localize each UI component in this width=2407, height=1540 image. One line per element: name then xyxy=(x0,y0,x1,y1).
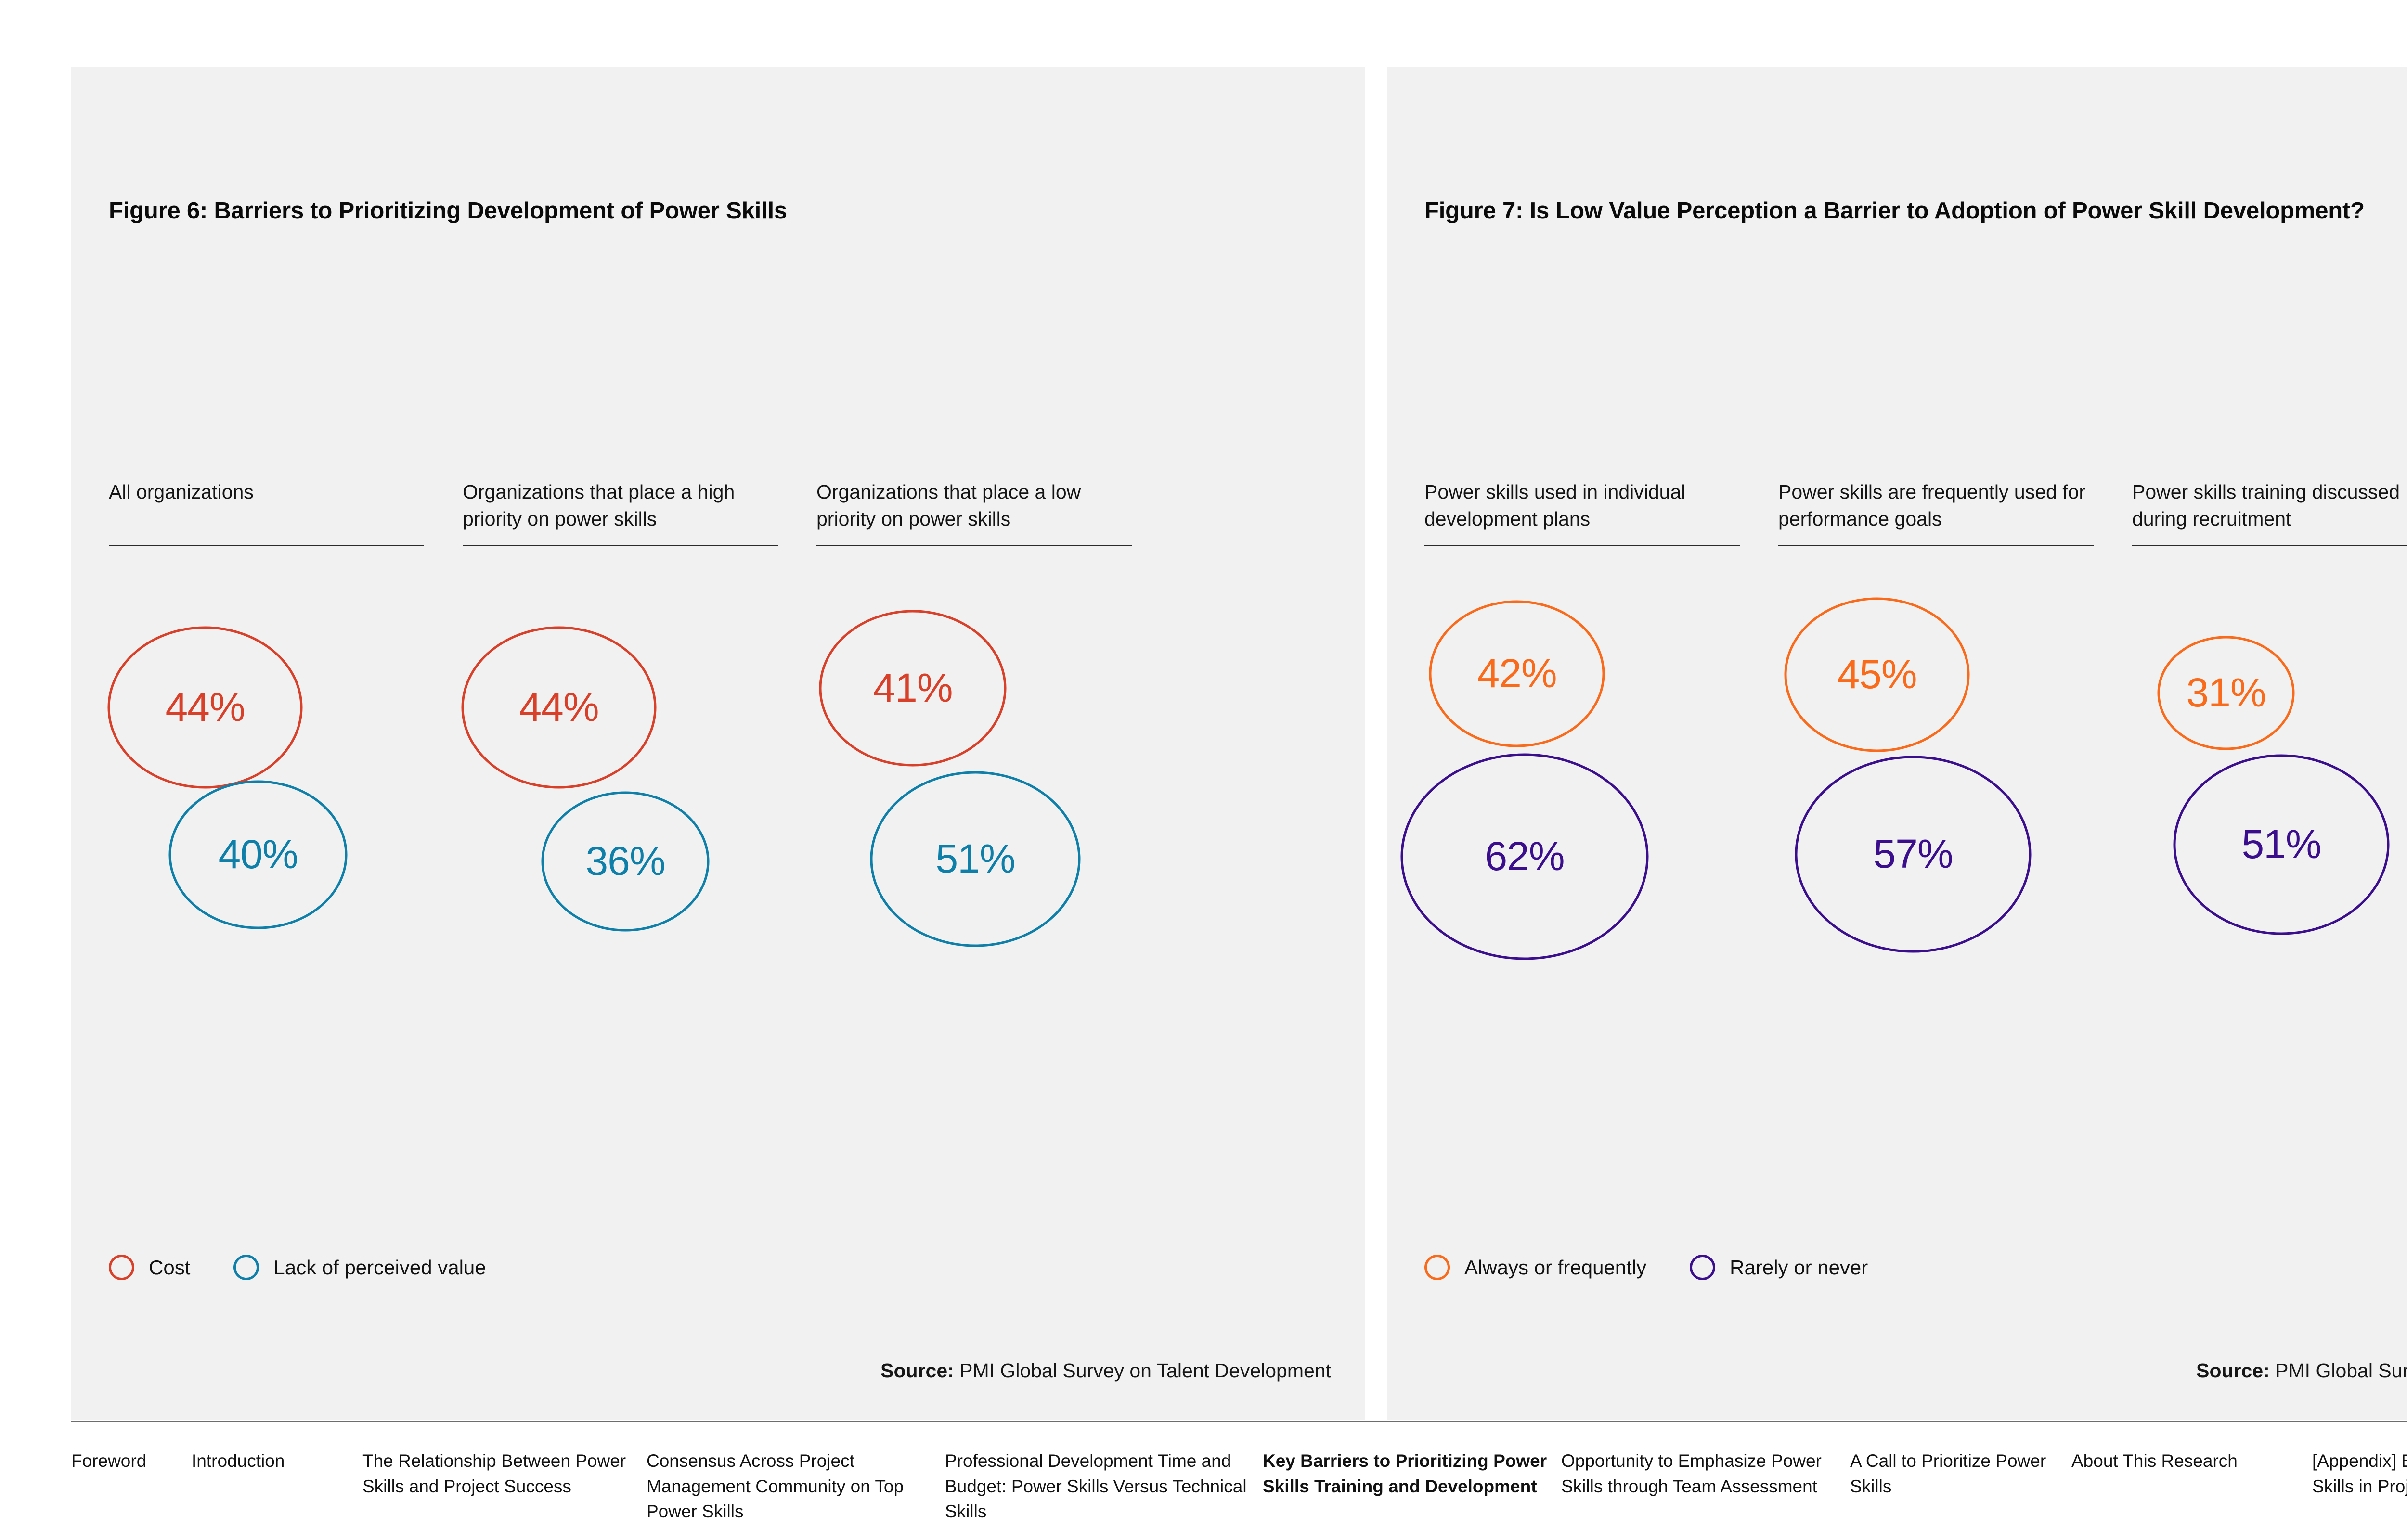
figure-6-column-1: Organizations that place a high priority… xyxy=(463,479,816,546)
figure-7-source: Source: PMI Global Survey on Talent Deve… xyxy=(2196,1360,2407,1382)
legend-label: Lack of perceived value xyxy=(273,1256,486,1279)
legend-item-0[interactable]: Always or frequently xyxy=(1424,1255,1646,1280)
figure-panels: Figure 6: Barriers to Prioritizing Devel… xyxy=(71,67,2407,1420)
figure-7-column-headers: Power skills used in individual developm… xyxy=(1424,479,2407,546)
footer-item-7[interactable]: A Call to Prioritize Power Skills xyxy=(1850,1451,2046,1496)
circle-outline-icon xyxy=(233,1255,259,1280)
legend-label: Rarely or never xyxy=(1730,1256,1868,1279)
footer-item-8[interactable]: About This Research xyxy=(2071,1451,2238,1471)
footer-nav: Foreword Introduction The Relationship Bet… xyxy=(71,1449,2407,1525)
column-label: Power skills are frequently used for per… xyxy=(1778,481,2086,530)
footer-item-1[interactable]: Introduction xyxy=(192,1451,285,1471)
figure-6-legend: Cost Lack of perceived value xyxy=(109,1255,486,1280)
figure-6-source: Source: PMI Global Survey on Talent Deve… xyxy=(880,1360,1331,1382)
svg-text:44%: 44% xyxy=(519,684,598,730)
legend-label: Always or frequently xyxy=(1464,1256,1647,1279)
venn-group-2: 31% 51% xyxy=(2142,578,2407,1011)
source-text: PMI Global Survey on Talent Development xyxy=(2275,1360,2407,1382)
svg-text:44%: 44% xyxy=(165,684,245,730)
source-text: PMI Global Survey on Talent Development xyxy=(954,1360,1331,1382)
venn-group-1: 45% 57% xyxy=(1761,575,2118,1008)
legend-label: Cost xyxy=(149,1256,191,1279)
figure-7-legend: Always or frequently Rarely or never xyxy=(1424,1255,1868,1280)
figure-7-panel: Figure 7: Is Low Value Perception a Barr… xyxy=(1387,67,2407,1420)
column-rule xyxy=(816,545,1132,546)
svg-text:51%: 51% xyxy=(935,836,1015,881)
footer-item-5[interactable]: Key Barriers to Prioritizing Power Skill… xyxy=(1263,1451,1547,1496)
venn-group-0: 44% 40% xyxy=(107,587,465,1020)
svg-text:40%: 40% xyxy=(218,832,298,877)
svg-text:31%: 31% xyxy=(2186,670,2265,715)
footer-divider xyxy=(71,1421,2407,1422)
legend-item-1[interactable]: Rarely or never xyxy=(1690,1255,1868,1280)
footer-item-0[interactable]: Foreword xyxy=(71,1451,147,1471)
footer-item-4[interactable]: Professional Development Time and Budget… xyxy=(945,1451,1247,1522)
circle-outline-icon xyxy=(1690,1255,1716,1280)
figure-7-column-0: Power skills used in individual developm… xyxy=(1424,479,1778,546)
venn-group-1: 44% 36% xyxy=(461,587,819,1020)
column-rule xyxy=(2132,545,2407,546)
footer-item-9[interactable]: [Appendix] Building Power Skills in Proj… xyxy=(2312,1451,2407,1496)
footer-item-3[interactable]: Consensus Across Project Management Comm… xyxy=(647,1451,904,1522)
source-label: Source: xyxy=(2196,1360,2270,1382)
figure-6-column-2: Organizations that place a low priority … xyxy=(816,479,1170,546)
column-label: Organizations that place a high priority… xyxy=(463,481,735,530)
svg-text:45%: 45% xyxy=(1837,652,1916,697)
circle-outline-icon xyxy=(109,1255,134,1280)
column-rule xyxy=(109,545,424,546)
column-label: All organizations xyxy=(109,481,254,503)
figure-7-venn-row: 42% 62% 45% 57% 31% 51% xyxy=(1400,587,2407,1145)
venn-group-2: 41% 51% xyxy=(816,575,1173,1008)
footer-item-2[interactable]: The Relationship Between Power Skills an… xyxy=(362,1451,626,1496)
svg-text:42%: 42% xyxy=(1477,651,1556,696)
column-label: Power skills training discussed during r… xyxy=(2132,481,2400,530)
footer-item-6[interactable]: Opportunity to Emphasize Power Skills th… xyxy=(1561,1451,1822,1496)
figure-6-column-headers: All organizations Organizations that pla… xyxy=(109,479,1336,546)
svg-text:36%: 36% xyxy=(585,838,665,884)
legend-item-1[interactable]: Lack of perceived value xyxy=(233,1255,486,1280)
svg-text:51%: 51% xyxy=(2241,821,2321,867)
circle-outline-icon xyxy=(1424,1255,1450,1280)
figure-6-panel: Figure 6: Barriers to Prioritizing Devel… xyxy=(71,67,1365,1420)
figure-6-title: Figure 6: Barriers to Prioritizing Devel… xyxy=(109,198,787,224)
column-label: Power skills used in individual developm… xyxy=(1424,481,1686,530)
column-label: Organizations that place a low priority … xyxy=(816,481,1081,530)
figure-6-column-0: All organizations xyxy=(109,479,463,546)
figure-7-column-2: Power skills training discussed during r… xyxy=(2132,479,2407,546)
figure-7-title: Figure 7: Is Low Value Perception a Barr… xyxy=(1424,198,2365,224)
column-rule xyxy=(463,545,778,546)
column-rule xyxy=(1778,545,2094,546)
svg-text:57%: 57% xyxy=(1873,831,1953,876)
source-label: Source: xyxy=(880,1360,954,1382)
legend-item-0[interactable]: Cost xyxy=(109,1255,190,1280)
svg-text:41%: 41% xyxy=(873,665,952,710)
figure-6-venn-row: 44% 40% 44% 36% 41% 51% xyxy=(107,587,1346,1145)
figure-7-column-1: Power skills are frequently used for per… xyxy=(1778,479,2132,546)
svg-text:62%: 62% xyxy=(1485,834,1564,879)
column-rule xyxy=(1424,545,1740,546)
venn-group-0: 42% 62% xyxy=(1400,575,1759,1008)
